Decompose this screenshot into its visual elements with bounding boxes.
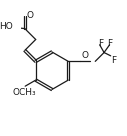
Text: F: F	[98, 39, 103, 48]
Text: O: O	[82, 51, 89, 60]
Text: OCH₃: OCH₃	[13, 88, 36, 97]
Text: HO: HO	[0, 22, 13, 31]
Text: F: F	[111, 56, 116, 65]
Text: O: O	[27, 11, 34, 20]
Text: F: F	[107, 39, 113, 48]
